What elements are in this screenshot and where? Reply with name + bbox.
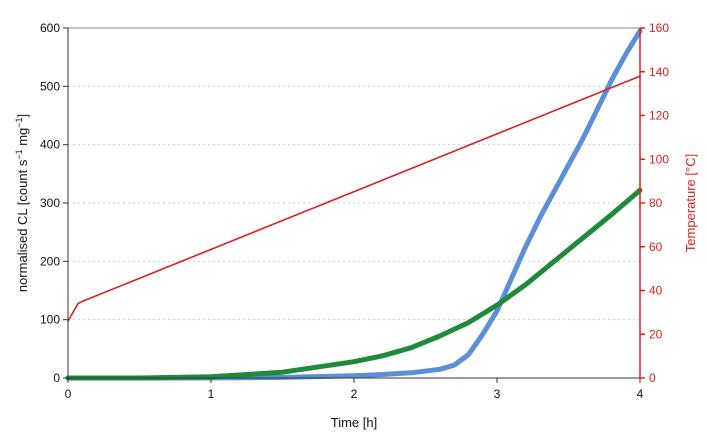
left-y-label-sup2: −1 <box>14 117 24 127</box>
x-tick-label: 1 <box>208 387 215 401</box>
left-tick-label: 600 <box>40 21 60 35</box>
x-tick-label: 2 <box>351 387 358 401</box>
right-y-ticks: 0 20 40 60 80 100 120 140 160 <box>640 21 669 385</box>
x-tick-label: 0 <box>65 387 72 401</box>
right-tick-label: 140 <box>649 65 669 79</box>
series-line-3 <box>67 75 641 322</box>
left-tick-label: 0 <box>53 371 60 385</box>
left-y-ticks: 0 100 200 300 400 500 600 <box>40 21 68 385</box>
left-y-label-end: ] <box>15 114 30 118</box>
left-tick-label: 200 <box>40 254 60 268</box>
right-tick-label: 20 <box>649 327 663 341</box>
left-tick-label: 300 <box>40 196 60 210</box>
right-tick-label: 120 <box>649 109 669 123</box>
left-y-axis-label: normalised CL [count s−1 mg−1] <box>14 114 30 292</box>
right-tick-label: 100 <box>649 152 669 166</box>
right-y-axis-label: Temperature [°C] <box>683 154 698 252</box>
right-tick-label: 0 <box>649 371 656 385</box>
series-layer <box>65 28 643 381</box>
series-line-1 <box>65 28 643 381</box>
left-y-label-mid: mg <box>15 128 30 150</box>
left-y-label-main: normalised CL [count s <box>15 159 30 292</box>
left-tick-label: 500 <box>40 79 60 93</box>
x-tick-label: 3 <box>494 387 501 401</box>
right-tick-label: 40 <box>649 284 663 298</box>
left-tick-label: 400 <box>40 138 60 152</box>
right-tick-label: 80 <box>649 196 663 210</box>
series-line-2 <box>65 187 643 381</box>
x-tick-label: 4 <box>637 387 644 401</box>
right-tick-label: 60 <box>649 240 663 254</box>
right-tick-label: 160 <box>649 21 669 35</box>
left-tick-label: 100 <box>40 313 60 327</box>
left-y-label-sup1: −1 <box>14 149 24 159</box>
grid-lines <box>68 85 640 321</box>
x-axis-label: Time [h] <box>331 415 377 430</box>
x-ticks: 0 1 2 3 4 <box>65 378 644 401</box>
